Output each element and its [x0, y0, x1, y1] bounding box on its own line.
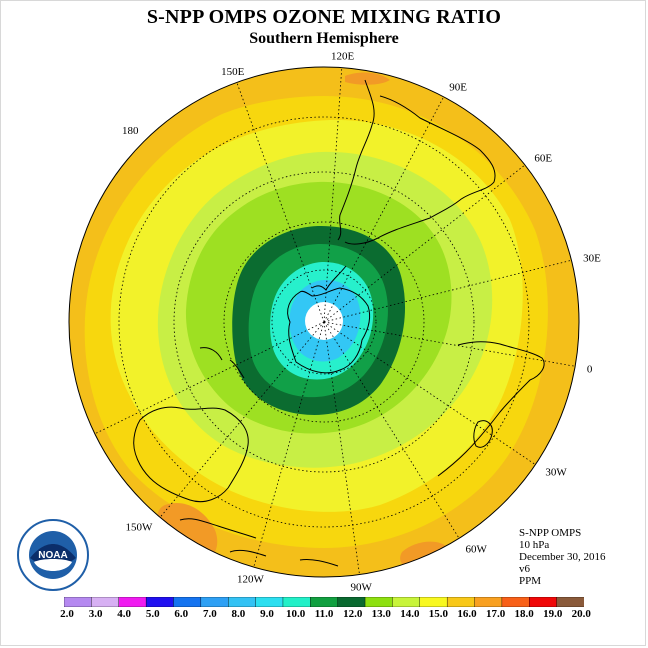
longitude-label: 30W: [545, 466, 567, 478]
colorbar-swatch: [364, 597, 393, 607]
longitude-label: 60E: [534, 153, 552, 165]
longitude-label: 90E: [449, 81, 467, 93]
info-block: S-NPP OMPS 10 hPa December 30, 2016 v6 P…: [519, 527, 605, 587]
longitude-label: 120W: [237, 574, 265, 586]
colorbar-swatch: [529, 597, 558, 607]
colorbar-swatch: [200, 597, 229, 607]
colorbar-label: 6.0: [174, 608, 189, 620]
latitude-ring-1: [271, 269, 377, 375]
colorbar-swatch: [282, 597, 311, 607]
longitude-label: 90W: [351, 581, 373, 593]
graticule: [94, 67, 576, 575]
colorbar-swatch: [255, 597, 284, 607]
meridian-line: [323, 96, 445, 323]
coast-australia: [133, 406, 249, 503]
info-instrument: S-NPP OMPS: [519, 527, 582, 539]
longitude-label: 30E: [583, 252, 601, 264]
info-units: PPM: [519, 575, 542, 587]
colorbar-label: 16.0: [457, 608, 477, 620]
colorbar-label: 14.0: [400, 608, 420, 620]
meridian-line: [94, 321, 325, 435]
meridian-line: [323, 321, 576, 367]
colorbar-label: 11.0: [314, 608, 334, 620]
colorbar-swatch: [228, 597, 257, 607]
colorbar-label: 10.0: [285, 608, 306, 620]
colorbar-label: 12.0: [343, 608, 363, 620]
colorbar-label: 2.0: [60, 608, 74, 620]
latitude-ring-3: [173, 171, 475, 473]
meridians: [94, 67, 576, 575]
colorbar-swatch: [91, 597, 120, 607]
map-boundary: [68, 66, 580, 578]
coast-south-america: [337, 79, 496, 245]
colorbar-swatch: [501, 597, 530, 607]
colorbar: [64, 597, 584, 607]
coast-africa: [437, 341, 545, 477]
meridian-line: [323, 321, 536, 465]
longitude-label: 150W: [126, 522, 154, 534]
coast-new-zealand: [199, 347, 245, 379]
colorbar-label: 3.0: [88, 608, 103, 620]
info-level: 10 hPa: [519, 539, 550, 551]
meridian-line: [253, 321, 325, 568]
colorbar-swatch: [118, 597, 147, 607]
longitude-label: 60W: [466, 543, 488, 555]
info-version: v6: [519, 563, 530, 575]
longitude-label: 180: [122, 125, 139, 137]
coast-madagascar: [473, 420, 493, 448]
noaa-logo-text: NOAA: [38, 550, 67, 561]
colorbar-label: 15.0: [428, 608, 449, 620]
coast-antarctic-peninsula: [311, 265, 347, 291]
coast-indonesia: [179, 518, 339, 567]
meridian-line: [323, 321, 460, 539]
noaa-logo: NOAA: [16, 518, 90, 592]
map-subtitle: Southern Hemisphere: [249, 30, 399, 47]
colorbar-label: 8.0: [231, 608, 246, 620]
info-date: December 30, 2016: [519, 551, 606, 563]
ozone-patch-17-18-c: [345, 72, 390, 85]
colorbar-label: 5.0: [145, 608, 160, 620]
coastlines: [133, 79, 545, 567]
meridian-line: [236, 82, 325, 323]
colorbar-label: 19.0: [543, 608, 563, 620]
colorbar-label: 4.0: [117, 608, 131, 620]
colorbar-swatch: [419, 597, 448, 607]
latitude-ring-2: [223, 221, 425, 423]
colorbar-label: 18.0: [514, 608, 534, 620]
colorbar-label: 9.0: [260, 608, 274, 620]
colorbar-swatch: [173, 597, 202, 607]
longitude-labels: 90W 60W 120W 30W 150W 0 180 30E 150E 60E 120E 90E: [122, 51, 601, 594]
map-title: S-NPP OMPS OZONE MIXING RATIO: [146, 6, 502, 28]
longitude-label: 0: [587, 363, 593, 375]
colorbar-label: 17.0: [485, 608, 506, 620]
colorbar-swatch: [145, 597, 174, 607]
meridian-line: [323, 67, 343, 323]
longitude-label: 120E: [331, 51, 355, 63]
colorbar-swatch: [337, 597, 366, 607]
meridian-line: [323, 321, 360, 575]
colorbar-swatch: [446, 597, 476, 607]
latitude-ring-4: [118, 116, 530, 528]
colorbar-labels: 2.0 3.0 4.0 5.0 6.0 7.0 8.0 9.0 10.0 11.0 12.0 13.0…: [0, 608, 648, 622]
coast-antarctica: [287, 287, 371, 374]
colorbar-label: 7.0: [203, 608, 217, 620]
colorbar-swatch: [310, 597, 339, 607]
meridian-line: [323, 164, 526, 323]
colorbar-label: 13.0: [371, 608, 391, 620]
colorbar-label: 20.0: [571, 608, 591, 620]
meridian-line: [159, 321, 325, 518]
colorbar-swatch: [392, 597, 421, 607]
colorbar-swatch: [556, 597, 584, 607]
colorbar-swatch: [474, 597, 503, 607]
longitude-label: 150E: [221, 66, 245, 78]
meridian-line: [323, 259, 572, 323]
colorbar-swatch: [64, 597, 92, 607]
